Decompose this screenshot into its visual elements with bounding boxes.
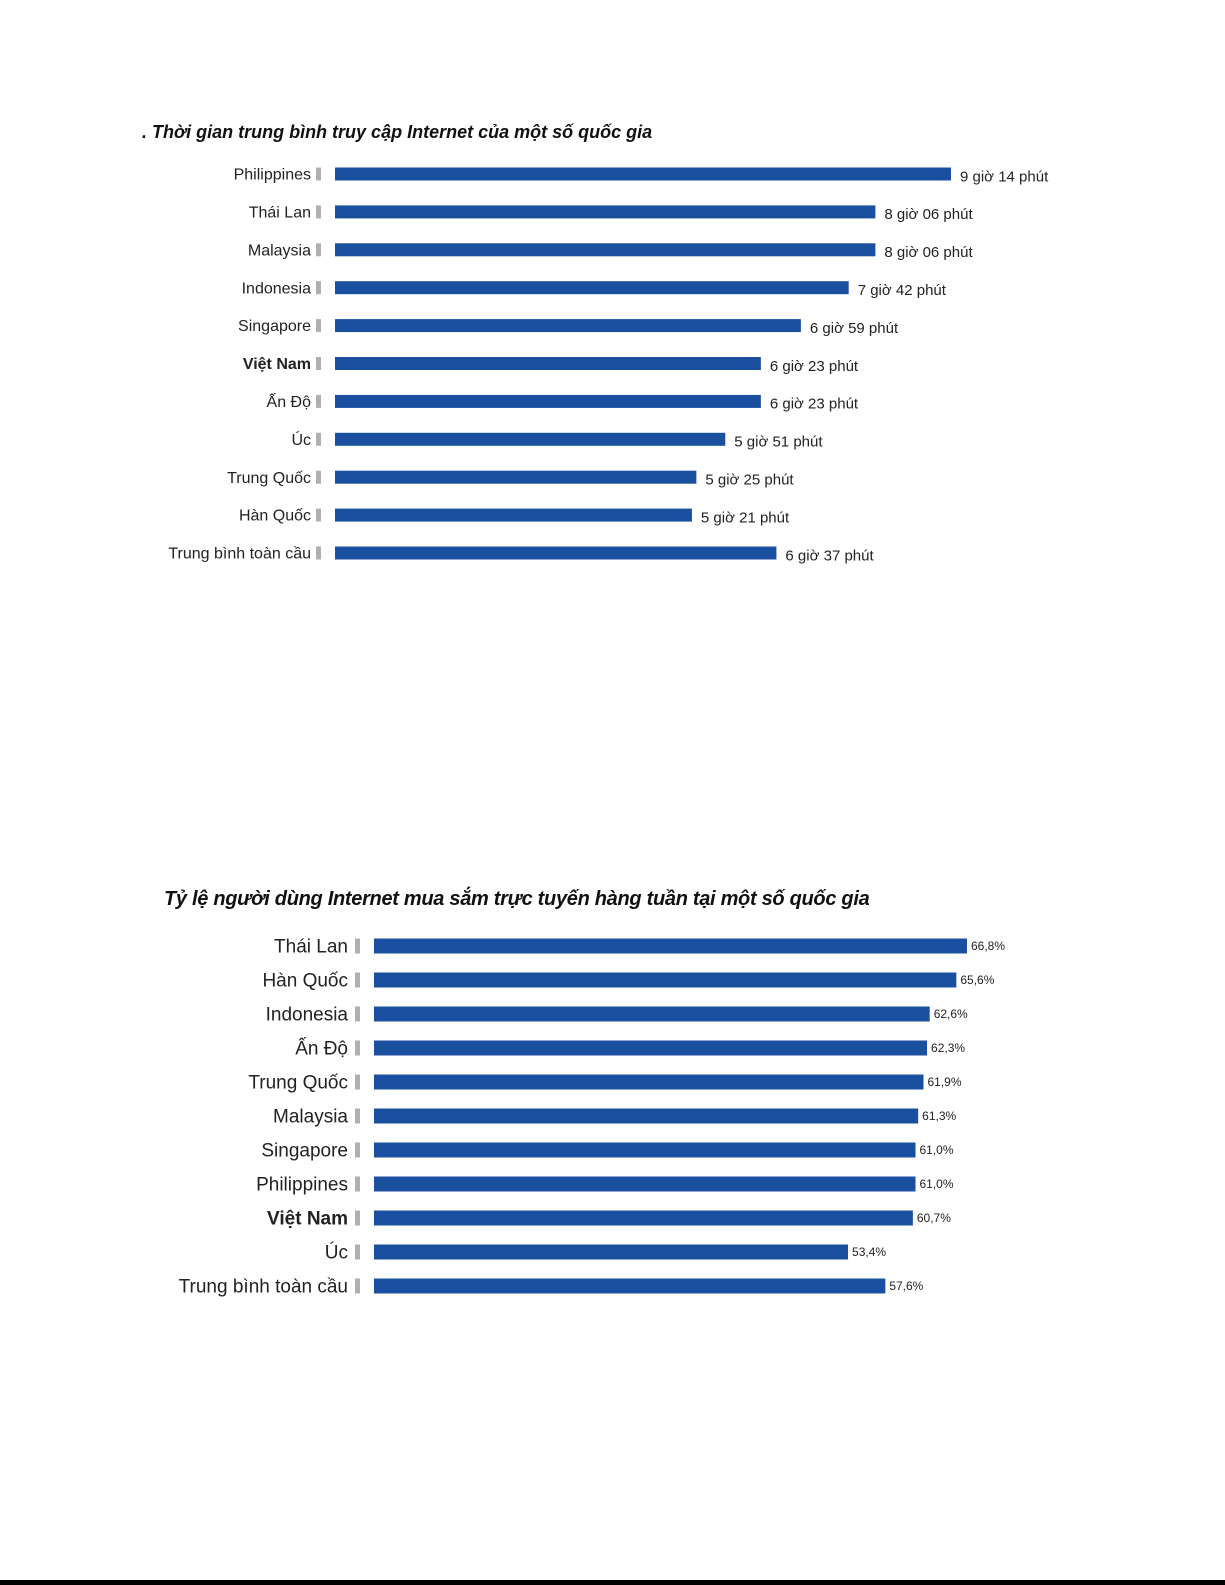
- category-label: Trung bình toàn cầu: [179, 1277, 348, 1298]
- axis-tick: [316, 167, 321, 181]
- chart-title: Tỷ lệ người dùng Internet mua sắm trực t…: [164, 888, 870, 910]
- bar: [374, 1278, 886, 1294]
- axis-tick: [355, 972, 360, 988]
- axis-tick: [355, 1244, 360, 1260]
- bar: [374, 1108, 919, 1124]
- bar: [374, 1074, 924, 1090]
- category-label: Hàn Quốc: [239, 508, 311, 525]
- value-label: 6 giờ 23 phút: [770, 358, 859, 375]
- axis-tick: [316, 546, 321, 560]
- category-label: Thái Lan: [249, 205, 311, 222]
- category-label: Philippines: [234, 167, 311, 184]
- value-label: 53,4%: [852, 1245, 886, 1259]
- axis-tick: [355, 1210, 360, 1226]
- category-label: Ấn Độ: [267, 392, 312, 411]
- bar: [374, 938, 967, 954]
- bar: [335, 357, 761, 370]
- axis-tick: [316, 205, 321, 219]
- value-label: 62,6%: [934, 1007, 968, 1021]
- bar: [335, 281, 849, 295]
- category-label: Úc: [325, 1242, 348, 1264]
- bar: [335, 546, 777, 560]
- value-label: 8 giờ 06 phút: [884, 244, 973, 261]
- axis-tick: [316, 243, 321, 257]
- axis-tick: [355, 1142, 360, 1158]
- axis-tick: [316, 357, 321, 370]
- axis-tick: [355, 1176, 360, 1192]
- bar: [335, 319, 801, 333]
- value-label: 66,8%: [971, 939, 1005, 953]
- value-label: 7 giờ 42 phút: [858, 282, 947, 299]
- category-label: Hàn Quốc: [262, 971, 348, 992]
- value-label: 8 giờ 06 phút: [884, 206, 973, 223]
- bar: [374, 1176, 916, 1192]
- category-label: Indonesia: [266, 1005, 349, 1026]
- category-label: Ấn Độ: [295, 1038, 348, 1060]
- value-label: 65,6%: [960, 973, 994, 987]
- value-label: 6 giờ 37 phút: [785, 547, 874, 564]
- category-label: Việt Nam: [267, 1209, 348, 1230]
- axis-tick: [316, 394, 321, 408]
- bar: [374, 972, 957, 988]
- category-label: Thái Lan: [274, 937, 348, 958]
- bar: [374, 1040, 928, 1056]
- page-bottom-rule: [0, 1580, 1225, 1585]
- value-label: 5 giờ 25 phút: [705, 471, 794, 488]
- category-label: Singapore: [238, 318, 311, 335]
- value-label: 61,0%: [920, 1143, 954, 1157]
- bar: [374, 1210, 913, 1226]
- axis-tick: [316, 470, 321, 484]
- axis-tick: [355, 1074, 360, 1090]
- axis-tick: [316, 508, 321, 522]
- category-label: Trung bình toàn cầu: [168, 546, 311, 563]
- value-label: 6 giờ 23 phút: [770, 396, 859, 413]
- value-label: 62,3%: [931, 1041, 965, 1055]
- bar: [374, 1006, 930, 1022]
- chart-online-shopping: Tỷ lệ người dùng Internet mua sắm trực t…: [164, 888, 1006, 1298]
- value-label: 9 giờ 14 phút: [960, 168, 1049, 185]
- category-label: Úc: [291, 430, 311, 449]
- value-label: 61,9%: [928, 1075, 962, 1089]
- category-label: Malaysia: [273, 1107, 348, 1128]
- category-label: Malaysia: [248, 242, 311, 259]
- bar-chart-online-shopping: Thái Lan 66,8% Hàn Quốc 65,6% Indonesia 62,6%…: [179, 937, 1006, 1298]
- value-label: 6 giờ 59 phút: [810, 320, 899, 337]
- bar: [374, 1142, 916, 1158]
- axis-tick: [355, 1006, 360, 1022]
- bar: [335, 432, 726, 446]
- bar: [335, 243, 876, 257]
- bar: [335, 394, 761, 408]
- value-label: 5 giờ 51 phút: [734, 434, 823, 451]
- bar: [335, 508, 692, 522]
- axis-tick: [355, 1278, 360, 1294]
- bar: [335, 205, 876, 219]
- bar: [335, 470, 697, 484]
- axis-tick: [316, 319, 321, 333]
- value-label: 61,0%: [920, 1177, 954, 1191]
- value-label: 5 giờ 21 phút: [701, 509, 790, 526]
- axis-tick: [316, 432, 321, 446]
- value-label: 61,3%: [922, 1109, 956, 1123]
- category-label: Trung Quốc: [248, 1073, 348, 1094]
- chart-title: . Thời gian trung bình truy cập Internet…: [142, 122, 653, 142]
- category-label: Singapore: [261, 1141, 348, 1162]
- bar-chart-internet-time: Philippines 9 giờ 14 phút Thái Lan 8 giờ 06…: [168, 167, 1049, 565]
- axis-tick: [355, 1108, 360, 1124]
- category-label: Philippines: [256, 1175, 348, 1196]
- axis-tick: [316, 281, 321, 295]
- chart-internet-time: . Thời gian trung bình truy cập Internet…: [0, 0, 1225, 600]
- axis-tick: [355, 1040, 360, 1056]
- category-label: Việt Nam: [243, 356, 311, 373]
- value-label: 60,7%: [917, 1211, 951, 1225]
- axis-tick: [355, 938, 360, 954]
- bar: [335, 167, 951, 181]
- category-label: Trung Quốc: [227, 470, 311, 487]
- value-label: 57,6%: [889, 1279, 923, 1293]
- bar: [374, 1244, 849, 1260]
- category-label: Indonesia: [242, 280, 311, 297]
